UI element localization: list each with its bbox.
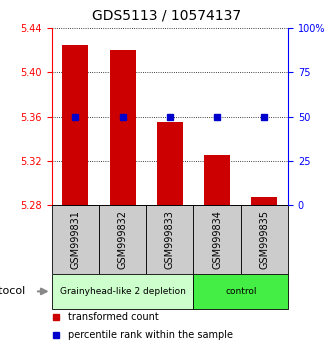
Text: GSM999834: GSM999834 [212, 210, 222, 269]
Text: GSM999833: GSM999833 [165, 210, 175, 269]
Bar [52, 274, 193, 309]
Text: GSM999835: GSM999835 [259, 210, 269, 269]
Bar [157, 122, 183, 205]
Text: GSM999832: GSM999832 [118, 210, 128, 269]
Text: GSM999831: GSM999831 [70, 210, 80, 269]
Bar [110, 50, 136, 205]
Bar [204, 155, 230, 205]
Text: percentile rank within the sample: percentile rank within the sample [68, 330, 233, 340]
Bar [52, 205, 99, 274]
Bar [251, 197, 277, 205]
Bar [241, 205, 288, 274]
Text: GDS5113 / 10574137: GDS5113 / 10574137 [92, 9, 241, 23]
Bar [62, 45, 88, 205]
Bar [99, 205, 146, 274]
Text: transformed count: transformed count [68, 312, 159, 322]
Text: Grainyhead-like 2 depletion: Grainyhead-like 2 depletion [60, 287, 185, 296]
Text: control: control [225, 287, 256, 296]
Bar [193, 274, 288, 309]
Bar [193, 205, 241, 274]
Bar [146, 205, 193, 274]
Text: protocol: protocol [0, 286, 26, 296]
